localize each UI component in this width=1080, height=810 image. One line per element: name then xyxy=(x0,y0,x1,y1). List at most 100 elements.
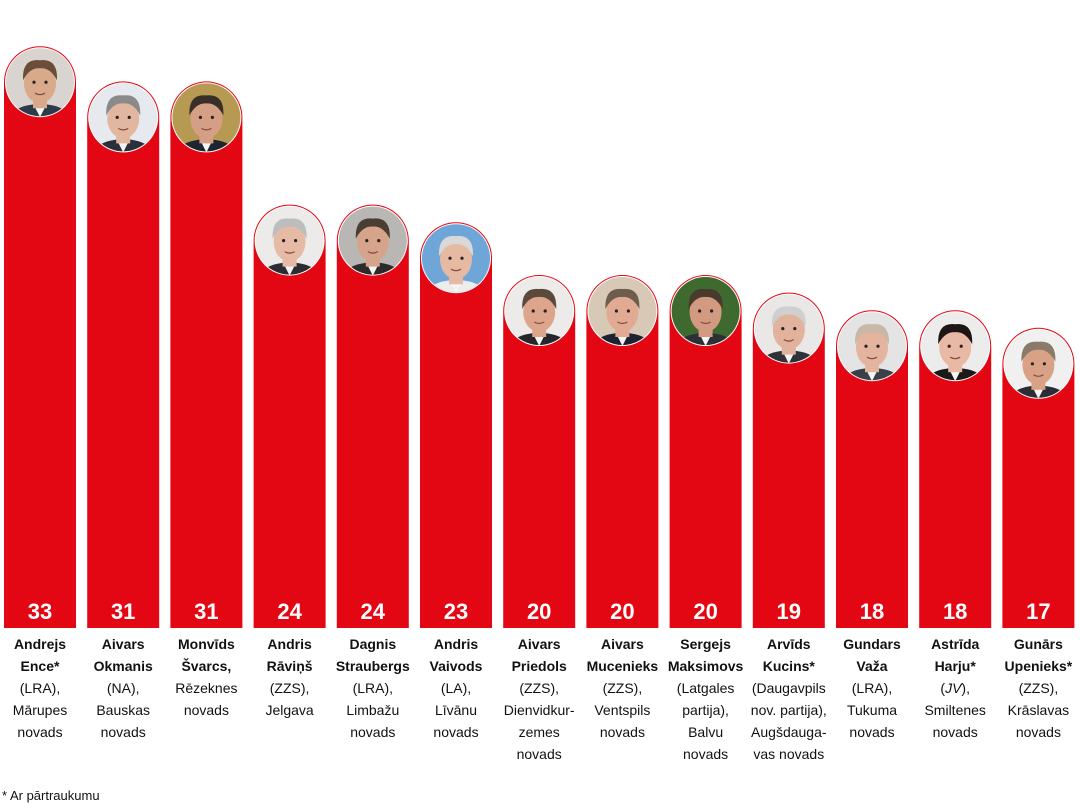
bar xyxy=(586,275,659,628)
bar xyxy=(1002,327,1075,628)
label-line: novads xyxy=(932,724,978,740)
bar xyxy=(170,81,243,628)
category-label: Aivars Okmanis (NA), Bauskas novads xyxy=(82,633,164,743)
label-line: novads xyxy=(599,724,645,740)
label-line: Balvu xyxy=(688,724,724,740)
label-line: (ZZS), xyxy=(519,680,560,696)
label-line: Dienvidkur- xyxy=(503,702,575,718)
category-label: Astrīda Harju* (JV), Smiltenes novads xyxy=(914,633,996,743)
label-line: novads xyxy=(100,724,146,740)
person-first-name: Andris xyxy=(433,636,479,652)
bar-value-label: 19 xyxy=(776,599,802,624)
label-line: novads xyxy=(350,724,396,740)
person-first-name: Andrejs xyxy=(13,636,67,652)
person-first-name: Astrīda xyxy=(931,636,980,652)
label-line: Līvānu xyxy=(434,702,478,718)
person-last-name: Harju* xyxy=(934,658,976,674)
label-line: novads xyxy=(1015,724,1061,740)
person-first-name: Aivars xyxy=(101,636,145,652)
label-line: novads xyxy=(516,746,562,762)
label-line: (ZZS), xyxy=(269,680,310,696)
bar xyxy=(87,81,160,628)
label-line: nov. partija), xyxy=(750,702,827,718)
label-line: Tukuma xyxy=(846,702,898,718)
person-first-name: Monvīds xyxy=(178,636,235,652)
label-line: Ventspils xyxy=(594,702,651,718)
bar-value-label: 23 xyxy=(443,599,469,624)
label-line: novads xyxy=(683,746,729,762)
label-line: novads xyxy=(183,702,229,718)
person-first-name: Aivars xyxy=(517,636,561,652)
category-label: Andris Rāviņš (ZZS), Jelgava xyxy=(249,633,331,721)
label-line: (LA), xyxy=(440,680,472,696)
label-line: Smiltenes xyxy=(924,702,986,718)
label-line: Jelgava xyxy=(265,702,314,718)
label-line: (NA), xyxy=(106,680,140,696)
bar xyxy=(836,310,909,628)
label-line: (ZZS), xyxy=(602,680,643,696)
person-last-name: Rāviņš xyxy=(266,658,313,674)
category-label: Andrejs Ence* (LRA), Mārupes novads xyxy=(0,633,81,743)
label-line: (Daugavpils xyxy=(751,680,826,696)
category-label: Sergejs Maksimovs (Latgales partija), Balvu n… xyxy=(665,633,747,765)
person-first-name: Andris xyxy=(267,636,312,652)
category-label: Arvīds Kucins* (Daugavpils nov. partija), Au… xyxy=(748,633,830,765)
bar-value-label: 20 xyxy=(526,599,552,624)
bar-value-label: 17 xyxy=(1026,599,1051,624)
category-label: Gundars Važa (LRA), Tukuma novads xyxy=(831,633,913,743)
person-last-name: Upenieks* xyxy=(1004,658,1073,674)
label-line: Krāslavas xyxy=(1007,702,1070,718)
bar-value-label: 31 xyxy=(110,599,136,624)
category-label: Gunārs Upenieks* (ZZS), Krāslavas novads xyxy=(997,633,1079,743)
bar-value-label: 20 xyxy=(610,599,635,624)
person-last-name: Priedols xyxy=(511,658,567,674)
label-line: novads xyxy=(433,724,479,740)
category-label: Aivars Priedols (ZZS), Dienvidkur-zemes nova… xyxy=(498,633,580,765)
bar xyxy=(4,46,76,628)
label-line: Limbažu xyxy=(346,702,400,718)
label-line: Bauskas xyxy=(96,702,151,718)
category-label: Andris Vaivods (LA), Līvānu novads xyxy=(415,633,497,743)
person-first-name: Gundars xyxy=(843,636,901,652)
bar-value-label: 24 xyxy=(360,599,386,624)
bar-value-label: 24 xyxy=(277,599,302,624)
person-first-name: Dagnis xyxy=(349,636,397,652)
bar xyxy=(253,204,326,628)
person-last-name: Važa xyxy=(856,658,888,674)
label-line: vas novads xyxy=(753,746,825,762)
label-line: (JV), xyxy=(940,680,970,696)
footnote: * Ar pārtraukumu xyxy=(2,788,100,803)
bar xyxy=(752,292,825,628)
person-last-name: Ence* (LRA), xyxy=(19,658,61,696)
person-last-name: Straubergs xyxy=(335,658,410,674)
bar-value-label: 33 xyxy=(27,599,53,624)
person-last-name: Kucins* xyxy=(762,658,815,674)
label-line: (LRA), xyxy=(352,680,394,696)
category-label: Dagnis Straubergs (LRA), Limbažu novads xyxy=(332,633,414,743)
label-line: (ZZS), xyxy=(1018,680,1059,696)
label-line: (Latgales xyxy=(676,680,735,696)
category-label: Aivars Mucenieks (ZZS), Ventspils novads xyxy=(581,633,663,743)
bar xyxy=(919,310,992,628)
person-first-name: Aivars xyxy=(600,636,644,652)
label-line: Rēzeknes xyxy=(175,680,238,696)
person-first-name: Sergejs xyxy=(680,636,731,652)
bar xyxy=(669,275,742,628)
person-last-name: Vaivods xyxy=(429,658,483,674)
bar xyxy=(336,204,409,628)
label-line: novads xyxy=(17,724,63,740)
category-label: Monvīds Švarcs, Rēzeknes novads xyxy=(165,633,247,721)
bar xyxy=(503,275,576,628)
label-line: Augšdauga- xyxy=(751,724,827,740)
bar-value-label: 20 xyxy=(693,599,718,624)
person-last-name: Švarcs, xyxy=(181,658,232,674)
person-first-name: Arvīds xyxy=(767,636,811,652)
label-line: Mārupes xyxy=(12,702,68,718)
person-last-name: Mucenieks xyxy=(586,658,659,674)
bar xyxy=(420,222,492,628)
bar-value-label: 18 xyxy=(942,599,968,624)
label-line: novads xyxy=(849,724,895,740)
person-first-name: Gunārs xyxy=(1013,636,1063,652)
bar-value-label: 31 xyxy=(194,599,219,624)
